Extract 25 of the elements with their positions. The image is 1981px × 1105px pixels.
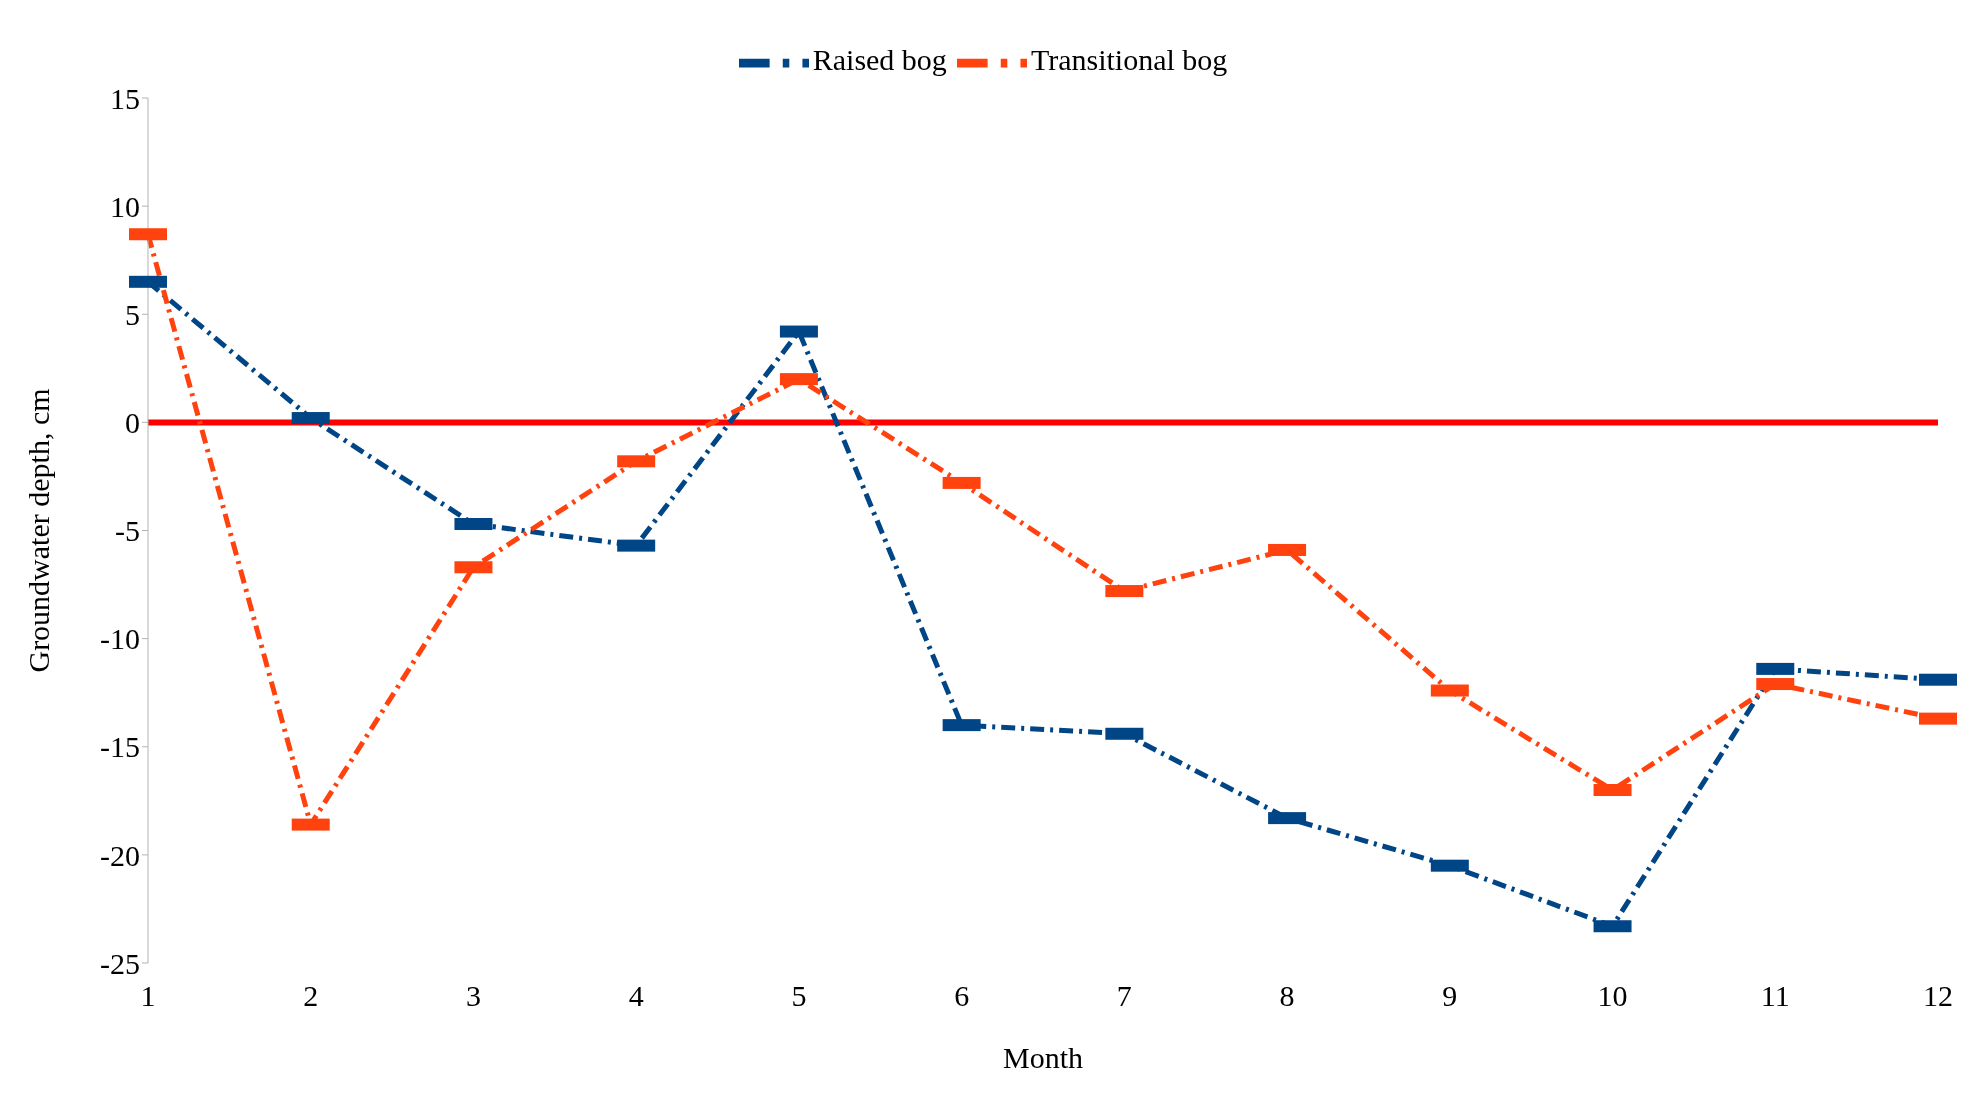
x-tick-label: 1: [140, 979, 156, 1013]
x-tick-label: 4: [628, 979, 644, 1013]
x-tick-label: 11: [1760, 979, 1790, 1013]
x-tick-label: 8: [1279, 979, 1295, 1013]
legend-label: Transitional bog: [1030, 42, 1228, 76]
y-tick-label: -20: [100, 838, 140, 872]
y-tick-label: -15: [100, 730, 140, 764]
x-tick-label: 9: [1442, 979, 1458, 1013]
x-tick-label: 12: [1923, 979, 1953, 1013]
legend-label: Raised bog: [812, 42, 947, 76]
x-tick-label: 10: [1597, 979, 1628, 1013]
y-tick-label: -5: [115, 514, 140, 548]
x-tick-label: 2: [303, 979, 319, 1013]
y-tick-label: 15: [110, 81, 140, 115]
x-tick-label: 6: [954, 979, 970, 1013]
x-axis-title: Month: [1002, 1041, 1084, 1074]
x-tick-label: 3: [465, 979, 481, 1013]
y-tick-label: 10: [110, 189, 140, 223]
y-tick-label: 5: [125, 297, 140, 331]
x-tick-label: 5: [791, 979, 807, 1013]
x-tick-label: 7: [1116, 979, 1132, 1013]
y-tick-label: 0: [125, 406, 140, 440]
y-axis-title: Groundwater depth, cm: [21, 388, 55, 673]
y-tick-label: -25: [100, 946, 140, 980]
y-tick-label: -10: [100, 622, 140, 656]
